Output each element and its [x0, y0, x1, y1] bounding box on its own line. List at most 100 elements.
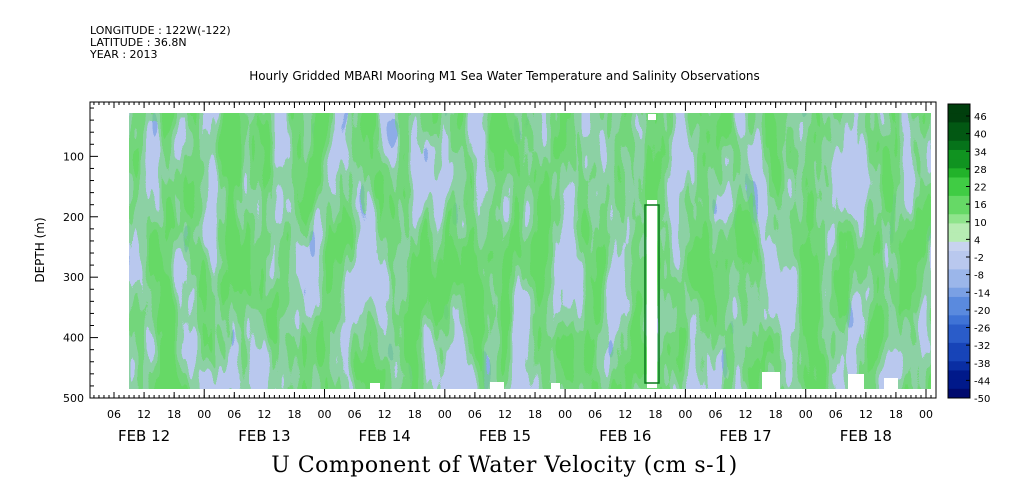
x-hour-label: 18: [408, 408, 422, 421]
x-hour-label: 18: [889, 408, 903, 421]
colorbar-label: 4: [974, 235, 980, 246]
missing-bottom: [848, 374, 864, 389]
colorbar: 46 40 34 28 22 16 10 4 -2 -8 -14 -20 -26 -32 -38 -44 -50: [947, 103, 990, 405]
y-tick-label: 300: [63, 271, 84, 284]
colorbar-segment: [948, 296, 970, 307]
x-hour-label: 00: [919, 408, 933, 421]
colorbar-segment: [948, 131, 970, 142]
colorbar-segment: [948, 214, 970, 224]
x-day-label: FEB 16: [599, 427, 651, 445]
colorbar-label: 22: [974, 183, 987, 194]
x-day-label: FEB 12: [118, 427, 170, 445]
colorbar-segment: [948, 361, 970, 371]
colorbar-segment: [948, 269, 970, 280]
colorbar-segment: [948, 195, 970, 206]
x-hour-label: 12: [618, 408, 632, 421]
x-hour-label: 12: [739, 408, 753, 421]
x-day-labels: FEB 12 FEB 13 FEB 14 FEB 15 FEB 16 FEB 17 FEB …: [118, 427, 892, 445]
x-hour-label: 00: [197, 408, 211, 421]
x-day-label: FEB 14: [359, 427, 411, 445]
colorbar-label: 46: [974, 112, 987, 123]
missing-bottom: [551, 383, 560, 389]
colorbar-segment: [948, 342, 970, 353]
chart-title: Hourly Gridded MBARI Mooring M1 Sea Wate…: [249, 69, 760, 83]
missing-bottom: [490, 382, 504, 389]
colorbar-label: -14: [974, 288, 990, 299]
colorbar-segment: [948, 251, 970, 261]
missing-bottom: [762, 372, 780, 389]
colorbar-label: 10: [974, 218, 987, 229]
colorbar-segment: [948, 205, 970, 215]
colorbar-segment: [948, 223, 970, 234]
colorbar-label: -8: [974, 271, 984, 282]
y-axis: 100 200 300 400 500: [63, 107, 98, 405]
y-tick-label: 100: [63, 150, 84, 163]
colorbar-segment: [948, 315, 970, 325]
x-hour-label: 00: [438, 408, 452, 421]
colorbar-label: -38: [974, 359, 990, 370]
colorbar-label: -32: [974, 341, 990, 352]
colorbar-label: -2: [974, 253, 984, 264]
x-day-label: FEB 13: [238, 427, 290, 445]
x-hour-label: 06: [468, 408, 482, 421]
colorbar-segment: [948, 241, 970, 252]
colorbar-segment: [948, 352, 970, 362]
top-minor-ticks: [93, 102, 932, 111]
bottom-ticks: [93, 389, 932, 398]
x-hour-label: 06: [588, 408, 602, 421]
x-hour-label: 06: [829, 408, 843, 421]
colorbar-segment: [948, 168, 970, 178]
colorbar-segment: [948, 306, 970, 316]
data-gap-outline: [644, 204, 660, 384]
y-tick-label: 500: [63, 392, 84, 405]
colorbar-segment: [948, 140, 970, 151]
colorbar-segment: [948, 113, 970, 123]
colorbar-segment: [948, 186, 970, 197]
year-label: YEAR : 2013: [90, 48, 158, 61]
colorbar-label: -44: [974, 376, 990, 387]
x-day-label: FEB 17: [719, 427, 771, 445]
colorbar-segment: [948, 149, 970, 160]
colorbar-segment: [948, 159, 970, 169]
colorbar-segment: [948, 287, 970, 298]
x-hour-label: 06: [708, 408, 722, 421]
x-day-label: FEB 15: [479, 427, 531, 445]
colorbar-label: 28: [974, 165, 987, 176]
colorbar-label: 16: [974, 200, 987, 211]
colorbar-segment: [948, 232, 970, 243]
colorbar-frame: [947, 103, 971, 399]
colorbar-segment: [948, 388, 970, 399]
colorbar-label: 40: [974, 130, 987, 141]
x-hour-label: 00: [558, 408, 572, 421]
plot-area: [129, 113, 931, 389]
colorbar-segment: [948, 324, 970, 335]
colorbar-segment: [948, 370, 970, 381]
colorbar-label: -20: [974, 306, 990, 317]
x-hour-label: 18: [648, 408, 662, 421]
plot-frame: [89, 101, 937, 399]
colorbar-segment: [948, 379, 970, 390]
x-axis-label: U Component of Water Velocity (cm s-1): [271, 453, 738, 478]
x-hour-label: 18: [528, 408, 542, 421]
missing-bottom: [370, 383, 380, 389]
colorbar-segment: [948, 278, 970, 289]
data-gap-top: [648, 114, 656, 120]
colorbar-label: -26: [974, 324, 990, 335]
x-hour-label: 12: [257, 408, 271, 421]
latitude-label: LATITUDE : 36.8N: [90, 36, 187, 49]
x-hour-label: 06: [107, 408, 121, 421]
x-hour-label: 18: [287, 408, 301, 421]
x-hour-label: 18: [167, 408, 181, 421]
x-hour-labels: 06 12 18 00 06 12 18 00 06 12 18 00 06 12 18 00 06 12 18 00…: [107, 408, 933, 421]
x-hour-label: 00: [799, 408, 813, 421]
missing-bottom: [884, 378, 898, 389]
x-hour-label: 06: [227, 408, 241, 421]
colorbar-segment: [948, 260, 970, 270]
x-hour-label: 00: [318, 408, 332, 421]
x-day-label: FEB 18: [840, 427, 892, 445]
x-hour-label: 12: [378, 408, 392, 421]
x-hour-label: 18: [769, 408, 783, 421]
colorbar-label: 34: [974, 147, 987, 158]
x-hour-label: 00: [678, 408, 692, 421]
